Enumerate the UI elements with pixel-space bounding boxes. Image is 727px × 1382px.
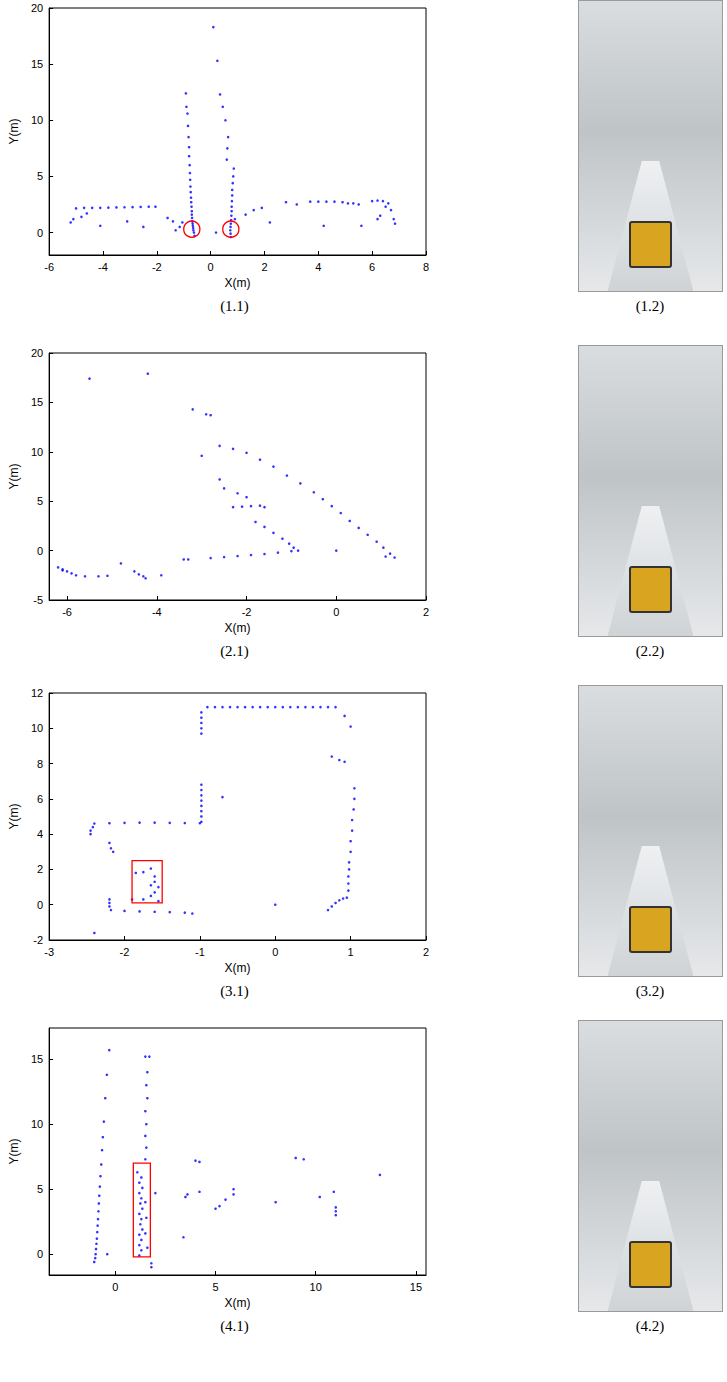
svg-text:5: 5: [37, 1183, 43, 1195]
svg-text:15: 15: [410, 1281, 422, 1293]
svg-text:20: 20: [31, 347, 43, 359]
svg-text:10: 10: [31, 114, 43, 126]
svg-text:0: 0: [37, 545, 43, 557]
html-text:(2.1): (2.1): [220, 643, 249, 659]
svg-text:12: 12: [31, 687, 43, 699]
svg-text:-4: -4: [152, 606, 162, 618]
html-text:(3.2): (3.2): [635, 983, 665, 999]
svg-text:5: 5: [37, 170, 43, 182]
svg-text:4: 4: [315, 261, 321, 273]
svg-text:10: 10: [31, 446, 43, 458]
svg-text:Y(m): Y(m): [7, 464, 21, 490]
svg-text:8: 8: [37, 758, 43, 770]
html-text:(3.1): (3.1): [220, 983, 249, 999]
svg-text:-4: -4: [98, 261, 108, 273]
html-text:(2.2): (2.2): [635, 643, 665, 659]
svg-text:0: 0: [37, 899, 43, 911]
svg-text:6: 6: [37, 793, 43, 805]
html-text:(1.1): (1.1): [220, 298, 249, 314]
svg-text:15: 15: [31, 1053, 43, 1065]
svg-text:5: 5: [37, 495, 43, 507]
svg-text:-6: -6: [44, 261, 54, 273]
svg-text:0: 0: [37, 227, 43, 239]
svg-text:2: 2: [261, 261, 267, 273]
svg-text:2: 2: [423, 606, 429, 618]
svg-text:-5: -5: [33, 594, 43, 606]
svg-text:15: 15: [31, 396, 43, 408]
svg-text:1: 1: [348, 946, 354, 958]
svg-text:-2: -2: [33, 934, 43, 946]
svg-text:-2: -2: [152, 261, 162, 273]
html-text:(1.2): (1.2): [635, 298, 665, 314]
svg-text:10: 10: [31, 1118, 43, 1130]
svg-text:Y(m): Y(m): [7, 1139, 21, 1165]
svg-text:X(m): X(m): [225, 1296, 251, 1310]
svg-text:X(m): X(m): [225, 276, 251, 290]
svg-text:2: 2: [423, 946, 429, 958]
svg-text:X(m): X(m): [225, 621, 251, 635]
svg-text:X(m): X(m): [225, 961, 251, 975]
svg-text:-1: -1: [195, 946, 205, 958]
svg-text:0: 0: [272, 946, 278, 958]
svg-text:10: 10: [310, 1281, 322, 1293]
html-text:(4.2): (4.2): [635, 1318, 665, 1334]
svg-text:4: 4: [37, 828, 43, 840]
svg-text:20: 20: [31, 2, 43, 14]
svg-text:0: 0: [112, 1281, 118, 1293]
svg-text:6: 6: [369, 261, 375, 273]
svg-text:5: 5: [212, 1281, 218, 1293]
svg-text:-2: -2: [120, 946, 130, 958]
svg-text:10: 10: [31, 722, 43, 734]
svg-text:-6: -6: [62, 606, 72, 618]
svg-text:2: 2: [37, 863, 43, 875]
svg-text:-2: -2: [242, 606, 252, 618]
svg-text:15: 15: [31, 58, 43, 70]
html-text:(4.1): (4.1): [220, 1318, 249, 1334]
svg-text:8: 8: [423, 261, 429, 273]
svg-text:0: 0: [208, 261, 214, 273]
svg-text:0: 0: [37, 1248, 43, 1260]
svg-text:-3: -3: [44, 946, 54, 958]
svg-text:Y(m): Y(m): [7, 804, 21, 830]
svg-text:0: 0: [333, 606, 339, 618]
svg-text:Y(m): Y(m): [7, 119, 21, 145]
